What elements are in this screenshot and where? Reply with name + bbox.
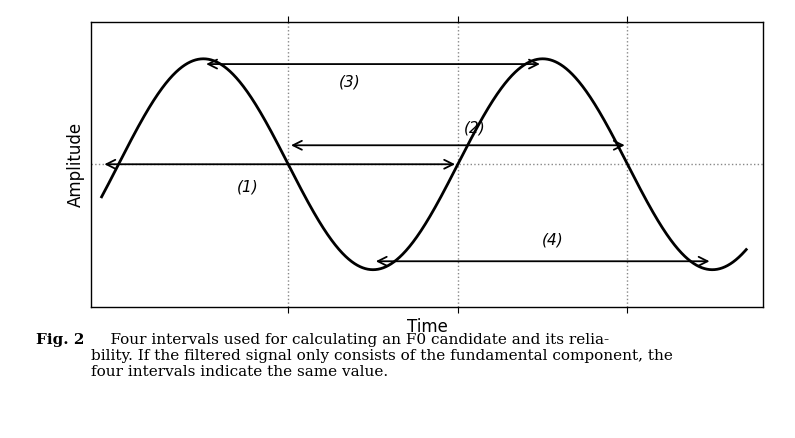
Y-axis label: Amplitude: Amplitude: [67, 122, 84, 207]
Text: Fig. 2: Fig. 2: [36, 333, 84, 347]
Text: (3): (3): [339, 74, 360, 89]
Text: (2): (2): [464, 121, 486, 136]
Text: (1): (1): [237, 180, 258, 195]
X-axis label: Time: Time: [407, 318, 448, 336]
Text: Four intervals used for calculating an F0 candidate and its relia-
bility. If th: Four intervals used for calculating an F…: [91, 333, 673, 379]
Text: (4): (4): [542, 233, 564, 247]
